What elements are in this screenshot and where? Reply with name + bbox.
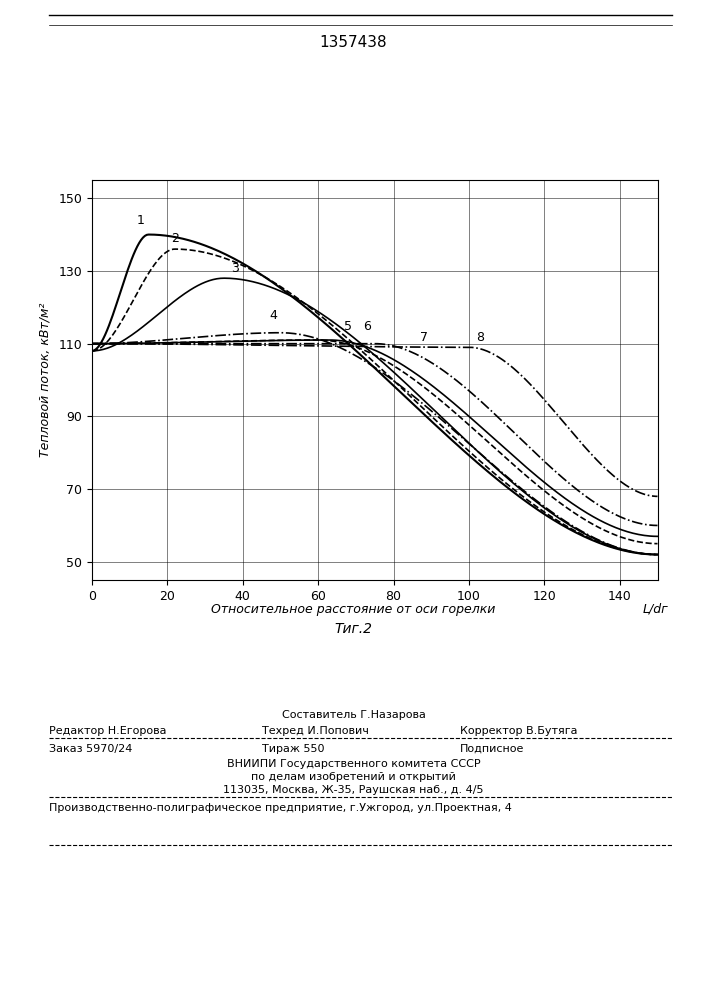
Text: L/dг: L/dг [643,603,668,616]
Text: Подписное: Подписное [460,744,524,754]
Text: Τиг.2: Τиг.2 [334,622,373,636]
Text: по делам изобретений и открытий: по делам изобретений и открытий [251,772,456,782]
Text: 1357438: 1357438 [320,35,387,50]
Text: 1: 1 [137,214,145,227]
Text: Заказ 5970/24: Заказ 5970/24 [49,744,133,754]
Text: 5: 5 [344,320,352,333]
Text: 3: 3 [231,262,239,275]
Text: ВНИИПИ Государственного комитета СССР: ВНИИПИ Государственного комитета СССР [227,759,480,769]
Text: Тираж 550: Тираж 550 [262,744,324,754]
Text: 7: 7 [420,331,428,344]
Text: Составитель Г.Назарова: Составитель Г.Назарова [281,710,426,720]
Text: 6: 6 [363,320,371,333]
Text: 8: 8 [477,331,484,344]
Text: Производственно-полиграфическое предприятие, г.Ужгород, ул.Проектная, 4: Производственно-полиграфическое предприя… [49,803,513,813]
Text: 2: 2 [171,232,179,245]
Text: Относительное расстояние от оси горелки: Относительное расстояние от оси горелки [211,603,496,616]
Text: Корректор В.Бутяга: Корректор В.Бутяга [460,726,577,736]
Text: 113035, Москва, Ж-35, Раушская наб., д. 4/5: 113035, Москва, Ж-35, Раушская наб., д. … [223,785,484,795]
Y-axis label: Тепловой поток, кВт/м²: Тепловой поток, кВт/м² [38,303,52,457]
Text: 4: 4 [269,309,277,322]
Text: Техред И.Попович: Техред И.Попович [262,726,368,736]
Text: Редактор Н.Егорова: Редактор Н.Егорова [49,726,167,736]
